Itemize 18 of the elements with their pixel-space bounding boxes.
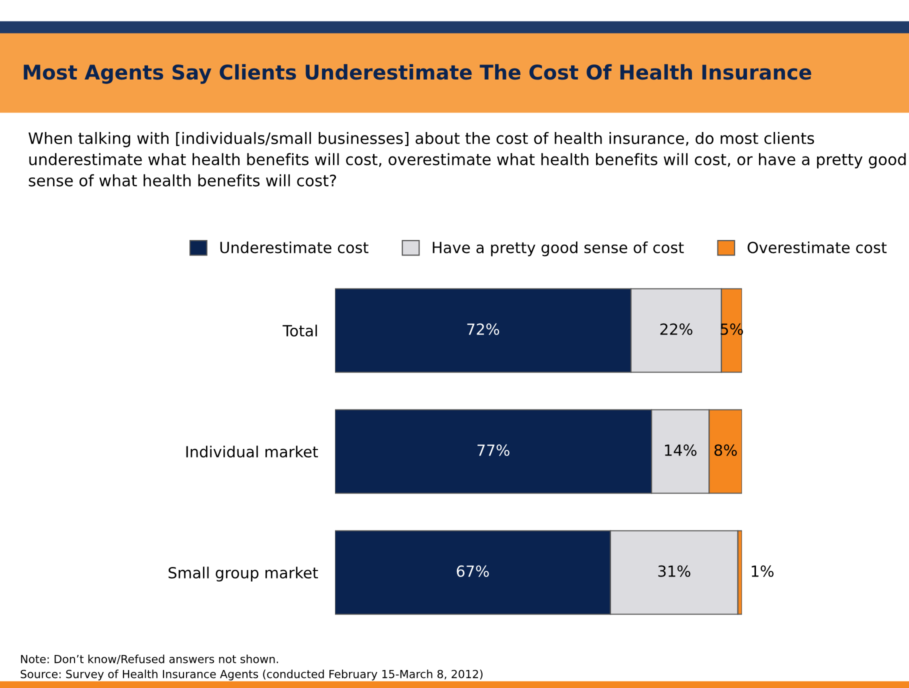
source-note: Source: Survey of Health Insurance Agents (conducted February 15-March 8, 2012): [20, 670, 482, 680]
legend-label: Have a pretty good sense of cost: [432, 241, 684, 256]
data-label: 1%: [752, 565, 774, 577]
y-tick-label: Small group market: [168, 566, 318, 582]
y-tick-label: Total: [282, 324, 317, 337]
data-label: 77%: [478, 444, 510, 456]
data-label: 31%: [658, 565, 690, 577]
chart-title: Most Agents Say Clients Underestimate The Cost Of Health Insurance: [24, 64, 812, 84]
text: Note: Don’t know/Refused answers not shown.: [21, 654, 278, 664]
data-label: 67%: [456, 565, 489, 577]
data-label: 72%: [467, 323, 500, 335]
chart-subtitle: When talking with [individuals/small businesses] about the cost of health insurance, do most clients underestimate what health benefits will cost, overestimate what health benefits will cost, or have a pretty good sense of what health benefits will cost?: [28, 132, 906, 186]
y-tick-label: Individual market: [186, 446, 318, 458]
legend-label: Underestimate cost: [220, 241, 368, 254]
data-label: 22%: [660, 323, 692, 335]
data-label: 14%: [665, 444, 696, 456]
legend-label: Overestimate cost: [748, 241, 887, 254]
data-label: 8%: [714, 444, 737, 456]
